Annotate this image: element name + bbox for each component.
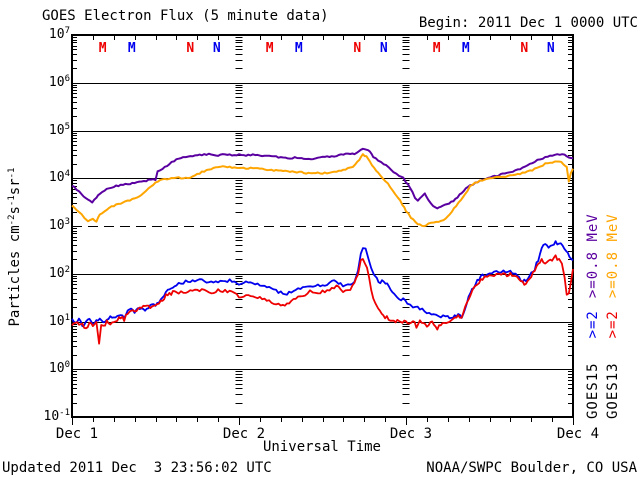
begin-timestamp: Begin: 2011 Dec 1 0000 UTC (418, 15, 638, 31)
event-marker-m: M (128, 41, 136, 56)
y-tick-label-1e4: 104 (48, 169, 70, 186)
series-goes13-2-mev (71, 254, 574, 345)
event-marker-n: N (186, 41, 194, 56)
legend-goes15-e2: >=2 (585, 310, 601, 339)
y-axis-title-text: sr (7, 178, 23, 196)
event-marker-m: M (266, 41, 274, 56)
y-axis-title-superscript: -1 (7, 167, 17, 179)
y-tick-label-1e5: 105 (48, 121, 70, 138)
y-tick-label-1e2: 102 (48, 264, 70, 281)
y-tick-label-1e7: 107 (48, 26, 70, 42)
updated-timestamp: Updated 2011 Dec 3 23:56:02 UTC (2, 460, 272, 476)
legend-goes15-e08: >=0.8 MeV (585, 213, 601, 299)
x-tick-label-dec-2: Dec 2 (222, 426, 266, 442)
series-goes15-2-mev (71, 240, 574, 328)
y-axis-title-superscript: -2 (7, 214, 17, 226)
y-tick-label-1e3: 103 (48, 217, 70, 233)
page-title: GOES Electron Flux (5 minute data) (42, 8, 329, 24)
source-credit: NOAA/SWPC Boulder, CO USA (426, 460, 637, 476)
x-axis-title: Universal Time (262, 439, 381, 455)
event-marker-n: N (353, 41, 361, 56)
x-tick-label-dec-4: Dec 4 (556, 426, 600, 442)
event-marker-m: M (295, 41, 303, 56)
y-tick-label-1e6: 106 (48, 73, 70, 90)
x-tick-label-dec-1: Dec 1 (55, 426, 99, 442)
y-axis-title-text: Particles cm (7, 225, 23, 327)
series-goes13-0-8-mev (71, 153, 574, 228)
y-tick-label-1e1: 101 (48, 312, 70, 329)
y-axis-title-superscript: -1 (7, 195, 17, 207)
legend-goes15-satellite: GOES15 (585, 362, 601, 419)
y-tick-label-1e0: 100 (48, 360, 70, 377)
legend-goes13: GOES13 >=2 >=0.8 MeV (605, 147, 621, 419)
legend-goes13-satellite: GOES13 (605, 362, 621, 419)
x-tick-label-dec-3: Dec 3 (389, 426, 433, 442)
legend-goes13-e08: >=0.8 MeV (605, 213, 621, 299)
legend-goes13-e2: >=2 (605, 310, 621, 339)
event-marker-n: N (213, 41, 221, 56)
y-tick-label-1e-1: 10-1 (43, 408, 71, 424)
event-marker-n: N (520, 41, 528, 56)
y-axis-title: Particles cm-2s-1sr-1 (7, 122, 24, 372)
legend-goes15: GOES15 >=2 >=0.8 MeV (585, 147, 601, 419)
event-marker-m: M (433, 41, 441, 56)
event-marker-m: M (99, 41, 107, 56)
event-marker-n: N (547, 41, 555, 56)
y-axis-title-text: s (7, 206, 23, 215)
event-marker-m: M (462, 41, 470, 56)
event-marker-n: N (380, 41, 388, 56)
